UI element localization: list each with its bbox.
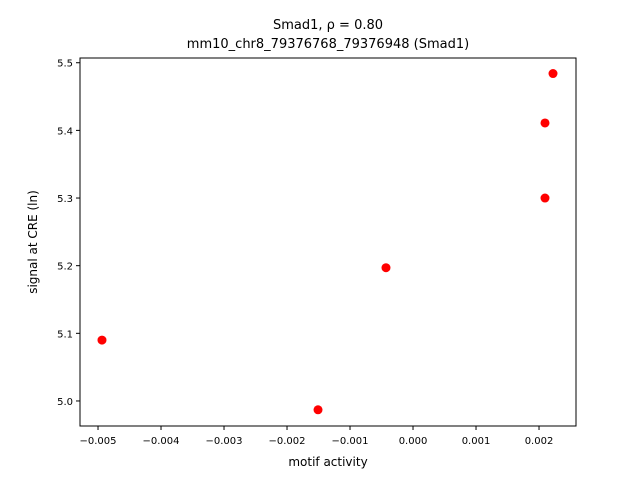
- chart-title: Smad1, ρ = 0.80: [273, 18, 383, 33]
- y-tick-label: 5.0: [57, 397, 73, 408]
- x-tick-label: −0.004: [143, 436, 180, 447]
- plot-frame: [79, 57, 577, 427]
- x-tick-label: −0.001: [332, 436, 369, 447]
- point: [540, 118, 550, 128]
- y-tick-label: 5.2: [57, 262, 73, 273]
- point: [97, 335, 107, 345]
- x-tick-label: 0.001: [462, 436, 491, 447]
- y-axis-label: signal at CRE (ln): [26, 190, 40, 294]
- point: [548, 69, 558, 79]
- point: [540, 193, 550, 203]
- point: [381, 263, 391, 273]
- y-tick-label: 5.4: [57, 126, 73, 137]
- chart-subtitle: mm10_chr8_79376768_79376948 (Smad1): [187, 37, 469, 52]
- y-tick-label: 5.1: [57, 329, 73, 340]
- x-tick-label: 0.000: [399, 436, 428, 447]
- x-tick-label: −0.005: [80, 436, 117, 447]
- y-tick-label: 5.5: [57, 59, 73, 70]
- x-axis-label: motif activity: [288, 455, 367, 469]
- x-tick-label: −0.003: [206, 436, 243, 447]
- x-tick-label: −0.002: [269, 436, 306, 447]
- x-tick-label: 0.002: [525, 436, 554, 447]
- point: [313, 405, 323, 415]
- y-tick-label: 5.3: [57, 194, 73, 205]
